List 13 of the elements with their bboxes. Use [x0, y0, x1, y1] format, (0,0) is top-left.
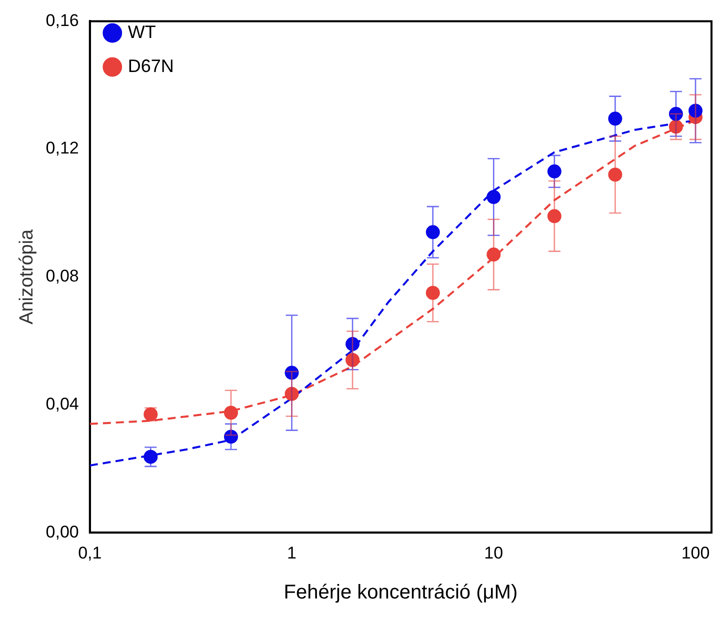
x-tick-label: 0,1 [78, 543, 102, 562]
legend-label: D67N [128, 56, 174, 76]
x-tick-label: 100 [681, 543, 710, 562]
x-tick-label: 1 [287, 543, 296, 562]
y-tick-label: 0,16 [46, 10, 79, 30]
y-tick-label: 0,08 [46, 266, 79, 286]
y-axis-title: Anizotrópia [16, 228, 38, 324]
x-tick-label: 10 [484, 543, 504, 562]
y-tick-label: 0,00 [46, 522, 79, 542]
y-tick-label: 0,04 [46, 394, 79, 414]
y-tick-label: 0,12 [46, 138, 79, 158]
legend-label: WT [128, 22, 156, 42]
x-axis-title: Fehérje koncentráció (μM) [284, 582, 518, 604]
